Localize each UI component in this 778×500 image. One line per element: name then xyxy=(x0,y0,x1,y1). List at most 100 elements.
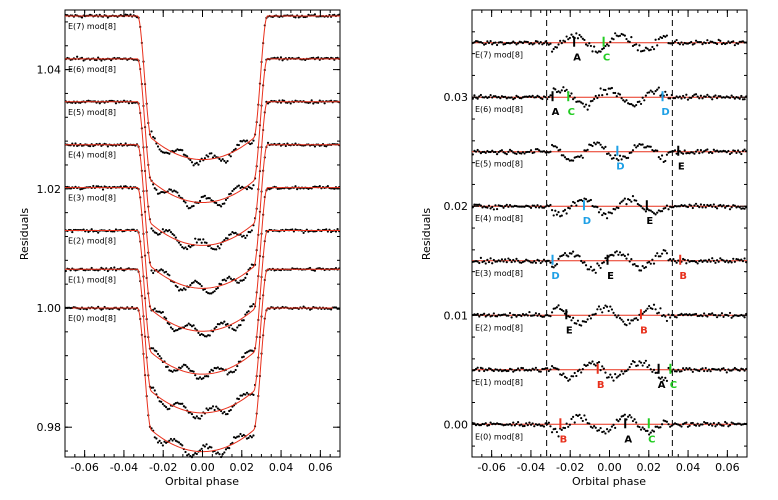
residual-point xyxy=(575,413,578,417)
lightcurve-point xyxy=(205,443,208,446)
residual-point xyxy=(484,151,487,154)
left-x-tick-label: -0.04 xyxy=(110,461,138,474)
residual-point xyxy=(659,307,662,310)
residual-point xyxy=(570,252,573,255)
residual-point xyxy=(622,99,625,102)
lightcurve-point xyxy=(245,139,249,142)
residual-point xyxy=(686,314,690,317)
residual-point xyxy=(568,36,571,40)
lightcurve-point xyxy=(210,292,213,295)
residual-point xyxy=(512,258,515,262)
residual-point xyxy=(580,324,583,327)
residual-point xyxy=(662,313,665,317)
lightcurve-point xyxy=(192,164,195,167)
lightcurve-point xyxy=(106,16,109,19)
residual-point xyxy=(597,50,601,53)
residual-point xyxy=(622,253,625,256)
lightcurve-point xyxy=(71,142,74,145)
residual-point xyxy=(675,370,678,373)
residual-row-label: E(3) mod[8] xyxy=(475,269,523,278)
residual-point xyxy=(525,95,528,98)
residual-point xyxy=(628,260,631,263)
residual-point xyxy=(531,204,534,207)
lightcurve-point xyxy=(200,284,203,288)
residual-point xyxy=(675,316,678,319)
residual-point xyxy=(555,430,559,434)
residual-point xyxy=(502,95,505,99)
residual-point xyxy=(521,313,525,316)
residual-point xyxy=(478,41,481,44)
residual-point xyxy=(588,268,591,271)
lightcurve-point xyxy=(163,230,166,233)
residual-point xyxy=(489,207,492,210)
residual-point xyxy=(481,150,484,154)
lightcurve-row-label: E(4) mod[8] xyxy=(68,151,116,160)
residual-point xyxy=(517,421,520,424)
residual-point xyxy=(491,369,494,372)
lightcurve-series: E(4) mod[8] xyxy=(64,141,341,295)
lightcurve-point xyxy=(160,400,163,404)
residual-point xyxy=(557,211,560,214)
lightcurve-point xyxy=(208,197,211,200)
residual-point xyxy=(578,368,581,371)
lightcurve-point xyxy=(195,280,198,283)
residual-point xyxy=(665,319,669,323)
residual-point xyxy=(565,376,568,380)
lightcurve-point xyxy=(177,194,181,197)
spot-marker-letter: A xyxy=(573,53,581,64)
residual-point xyxy=(623,155,626,158)
lightcurve-point xyxy=(244,236,247,240)
residual-point xyxy=(526,314,529,317)
residual-point xyxy=(694,39,698,42)
lightcurve-point xyxy=(110,266,113,270)
residual-point xyxy=(670,93,673,97)
residual-point xyxy=(685,421,688,424)
residual-point xyxy=(523,152,526,155)
residual-point xyxy=(657,86,660,89)
lightcurve-point xyxy=(213,154,216,157)
lightcurve-point xyxy=(211,291,215,294)
lightcurve-point xyxy=(207,375,210,378)
residual-point xyxy=(690,422,693,425)
residual-point xyxy=(656,211,659,214)
lightcurve-point xyxy=(155,350,158,353)
residual-point xyxy=(709,150,712,154)
residual-point xyxy=(720,205,724,208)
lightcurve-point xyxy=(215,367,218,370)
lightcurve-point xyxy=(152,183,155,186)
lightcurve-point xyxy=(223,451,226,454)
lightcurve-point xyxy=(304,58,307,62)
lightcurve-point xyxy=(252,184,255,187)
lightcurve-point xyxy=(174,439,177,442)
residual-point xyxy=(538,95,541,98)
residual-point xyxy=(698,41,701,44)
lightcurve-point xyxy=(97,305,100,308)
residual-point xyxy=(572,316,575,319)
residual-point xyxy=(638,100,641,103)
residual-point xyxy=(649,262,652,265)
residual-point xyxy=(489,367,492,370)
lightcurve-point xyxy=(195,415,198,418)
residual-point xyxy=(589,265,593,268)
residual-point xyxy=(623,197,626,200)
lightcurve-model-line xyxy=(65,268,340,414)
residual-point xyxy=(630,258,633,261)
residual-point xyxy=(706,421,709,425)
residual-point xyxy=(491,43,494,46)
lightcurve-point xyxy=(308,308,312,311)
residual-point xyxy=(593,424,596,428)
residual-point xyxy=(554,88,557,91)
residual-point xyxy=(612,379,615,382)
lightcurve-point xyxy=(239,186,242,190)
residual-point xyxy=(539,150,542,153)
residual-point xyxy=(520,205,523,208)
residual-point xyxy=(738,40,741,43)
lightcurve-series: E(1) mod[8] xyxy=(64,266,341,420)
residual-point xyxy=(725,42,728,45)
lightcurve-point xyxy=(119,185,122,188)
lightcurve-point xyxy=(127,102,130,105)
residual-point xyxy=(609,40,612,43)
residual-point xyxy=(732,96,735,99)
residual-point xyxy=(699,94,703,97)
residual-point xyxy=(483,260,486,263)
